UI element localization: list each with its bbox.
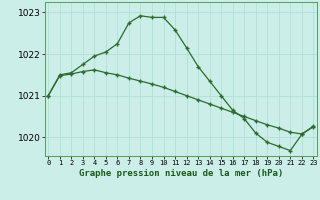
X-axis label: Graphe pression niveau de la mer (hPa): Graphe pression niveau de la mer (hPa) (79, 169, 283, 178)
